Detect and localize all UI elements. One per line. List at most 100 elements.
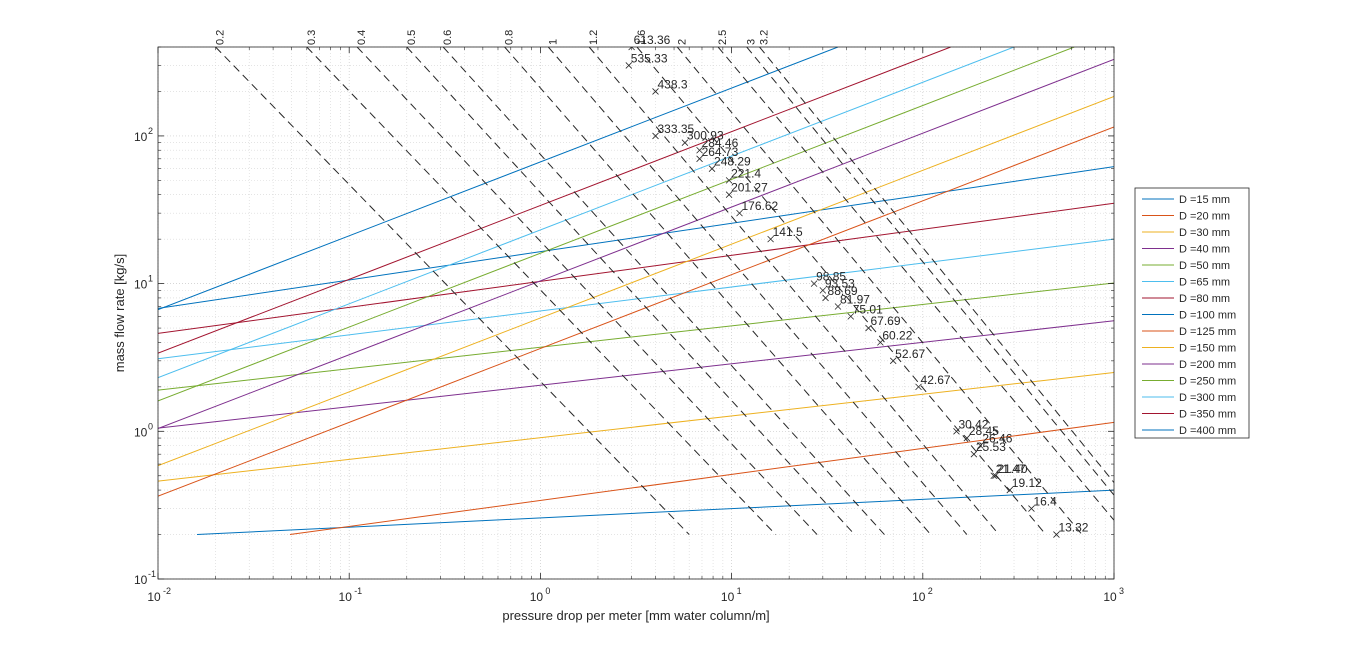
velocity-line: [759, 47, 1114, 483]
legend-entry: D =40 mm: [1179, 244, 1230, 256]
point-label: 28.45: [969, 424, 999, 438]
point-marker: [1006, 486, 1014, 494]
point-label: 284.46: [702, 136, 739, 150]
velocity-line: [746, 47, 1114, 496]
velocity-label: 1.6: [636, 30, 648, 45]
point-marker: [652, 132, 659, 140]
point-label: 25.53: [976, 440, 1006, 454]
point-label: 60.22: [882, 328, 912, 342]
velocity-line: [504, 47, 932, 535]
point-label: 67.69: [870, 314, 900, 328]
velocity-label: 0.2: [215, 30, 227, 45]
legend-entry: D =125 mm: [1179, 326, 1236, 338]
legend-entry: D =80 mm: [1179, 293, 1230, 305]
point-marker: [963, 434, 971, 442]
plot-area: [158, 47, 1114, 579]
x-tick-label: 10: [530, 590, 544, 604]
axis-ticks: [157, 46, 1115, 580]
diameter-line: [158, 58, 1114, 430]
diameter-line: [158, 47, 1075, 402]
legend-entry: D =100 mm: [1179, 310, 1236, 322]
y-tick-label: 10: [134, 130, 148, 144]
x-tick-exponent: -1: [354, 586, 362, 596]
point-marker: [652, 88, 659, 95]
diameter-line: [158, 47, 1015, 379]
x-tick-exponent: 3: [1119, 586, 1124, 596]
diameter-line: [158, 47, 951, 354]
point-marker: [834, 303, 842, 310]
point-marker: [819, 287, 827, 294]
point-marker: [990, 472, 998, 480]
diameter-line: [158, 372, 1114, 482]
point-label: 248.29: [714, 155, 751, 169]
velocity-label: 0.5: [406, 30, 418, 45]
diameter-line: [158, 202, 1114, 334]
point-label: 333.35: [658, 122, 695, 136]
point-label: 141.5: [773, 225, 803, 239]
velocity-label: 1.2: [588, 30, 600, 45]
velocity-line: [442, 47, 885, 535]
legend-box: [1134, 187, 1250, 439]
diameter-line: [158, 95, 1114, 467]
y-tick-label: 10: [134, 278, 148, 292]
point-label: 21.40: [997, 462, 1027, 476]
y-tick-exponent: 2: [148, 126, 153, 136]
velocity-label: 2: [676, 39, 688, 45]
point-label: 438.3: [658, 77, 688, 91]
point-marker: [953, 428, 960, 435]
point-label: 26.46: [982, 432, 1012, 446]
y-tick-label: 10: [134, 425, 148, 439]
y-axis-label: mass flow rate [kg/s]: [112, 254, 127, 372]
velocity-line: [306, 47, 777, 535]
point-label: 176.62: [742, 199, 779, 213]
velocity-line: [547, 47, 968, 535]
velocity-labels: 0.2 0.3 0.4 0.5 0.6 0.8 1 1.2 1.6 2 2.5 3 3.2: [215, 30, 771, 45]
point-label: 264.73: [702, 145, 739, 159]
x-tick-exponent: -2: [163, 586, 171, 596]
velocity-line: [588, 47, 1000, 535]
point-marker: [977, 442, 984, 449]
point-marker: [877, 339, 884, 346]
point-marker: [970, 450, 978, 458]
point-marker: [725, 177, 733, 184]
velocity-label: 0.8: [504, 30, 516, 45]
y-tick-exponent: 0: [148, 421, 153, 431]
legend-entry: D =200 mm: [1179, 359, 1236, 371]
point-label: 16.4: [1033, 495, 1057, 509]
point-label: 19.12: [1012, 476, 1042, 490]
legend: D =15 mm D =20 mm D =30 mm D =40 mm D =50 mm…: [1134, 187, 1250, 439]
velocity-line: [406, 47, 855, 535]
plot-content: [158, 47, 1114, 538]
point-marker: [625, 62, 633, 69]
point-marker: [810, 280, 818, 287]
point-marker: [1028, 505, 1035, 512]
legend-entry: D =400 mm: [1179, 425, 1236, 437]
diameter-line: [158, 320, 1114, 429]
diameter-lines: [158, 47, 1114, 536]
x-axis-label: pressure drop per meter [mm water column…: [502, 608, 769, 623]
x-tick-exponent: 2: [928, 586, 933, 596]
velocity-line: [215, 47, 690, 535]
point-label: 300.93: [687, 129, 724, 143]
point-label: 75.01: [853, 302, 883, 316]
point-marker: [681, 139, 689, 146]
velocity-label: 3.2: [759, 30, 771, 45]
point-label: 535.33: [631, 51, 668, 65]
point-marker: [725, 191, 733, 198]
y-tick-label: 10: [134, 573, 148, 587]
x-tick-label: 10: [912, 590, 926, 604]
legend-entry: D =15 mm: [1179, 194, 1230, 206]
x-tick-label: 10: [1103, 590, 1117, 604]
legend-entry: D =20 mm: [1179, 211, 1230, 223]
y-tick-exponent: 1: [148, 274, 153, 284]
point-label: 201.27: [731, 181, 768, 195]
point-label: 21.47: [996, 462, 1026, 476]
x-tick-label: 10: [147, 590, 161, 604]
velocity-label: 0.6: [442, 30, 454, 45]
plot-frame: [157, 46, 1115, 580]
point-marker: [915, 383, 922, 391]
point-label: 221.4: [731, 166, 761, 180]
point-marker: [992, 472, 999, 480]
x-tick-labels: 10 -2 10 -1 10 0 10 1 10 2 10 3: [147, 586, 1124, 604]
velocity-line: [676, 47, 1083, 535]
